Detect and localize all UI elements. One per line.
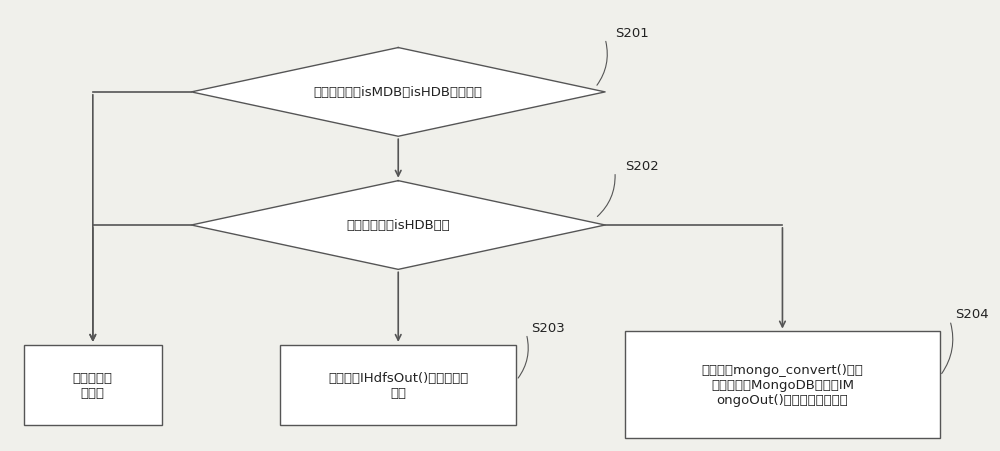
- Text: S201: S201: [615, 27, 649, 40]
- Text: 判断是否满足isHDB状态: 判断是否满足isHDB状态: [346, 219, 450, 232]
- Polygon shape: [191, 48, 605, 137]
- FancyBboxPatch shape: [280, 345, 516, 425]
- Text: S204: S204: [955, 308, 988, 321]
- FancyBboxPatch shape: [24, 345, 162, 425]
- Text: S203: S203: [531, 321, 565, 334]
- Text: 数据写入本
地磁盘: 数据写入本 地磁盘: [73, 371, 113, 399]
- Text: S202: S202: [625, 159, 659, 172]
- FancyBboxPatch shape: [625, 332, 940, 438]
- Polygon shape: [191, 181, 605, 270]
- Text: 调用接口IHdfsOut()，实现数据
访问: 调用接口IHdfsOut()，实现数据 访问: [328, 371, 468, 399]
- Text: 调用函数mongo_convert()，将
数据缓存到MongoDB，调用IM
ongoOut()接口实现数据访问: 调用函数mongo_convert()，将 数据缓存到MongoDB，调用IM …: [702, 364, 863, 406]
- Text: 判断是否满足isMDB或isHDB状态之一: 判断是否满足isMDB或isHDB状态之一: [314, 86, 483, 99]
